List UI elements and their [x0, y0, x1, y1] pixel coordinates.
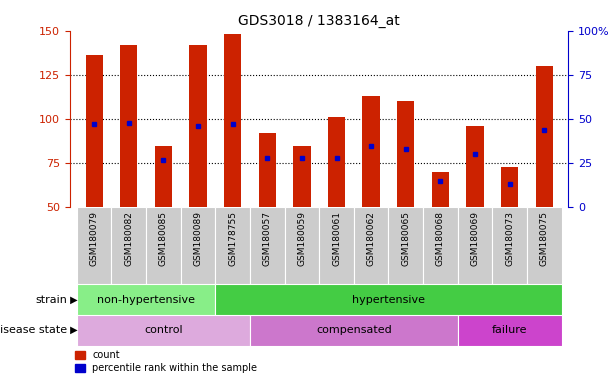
Bar: [155, 146, 172, 207]
Bar: [189, 45, 207, 207]
Bar: [536, 66, 553, 207]
Bar: [215, 284, 562, 315]
Text: strain: strain: [35, 295, 67, 305]
Bar: [458, 207, 492, 284]
Text: GSM180065: GSM180065: [401, 211, 410, 266]
Text: GSM180061: GSM180061: [332, 211, 341, 266]
Bar: [285, 207, 319, 284]
Text: non-hypertensive: non-hypertensive: [97, 295, 195, 305]
Bar: [77, 315, 250, 346]
Bar: [423, 207, 458, 284]
Text: GSM180075: GSM180075: [540, 211, 549, 266]
Bar: [224, 34, 241, 207]
Bar: [181, 207, 215, 284]
Bar: [77, 284, 215, 315]
Text: control: control: [144, 325, 183, 335]
Text: GSM180079: GSM180079: [89, 211, 98, 266]
Bar: [77, 207, 111, 284]
Text: GSM178755: GSM178755: [228, 211, 237, 266]
Bar: [432, 172, 449, 207]
Bar: [397, 101, 415, 207]
Text: compensated: compensated: [316, 325, 392, 335]
Bar: [293, 146, 311, 207]
Title: GDS3018 / 1383164_at: GDS3018 / 1383164_at: [238, 14, 400, 28]
Text: GSM180069: GSM180069: [471, 211, 480, 266]
Bar: [250, 207, 285, 284]
Bar: [146, 207, 181, 284]
Bar: [319, 207, 354, 284]
Text: failure: failure: [492, 325, 527, 335]
Bar: [458, 315, 562, 346]
Text: GSM180073: GSM180073: [505, 211, 514, 266]
Bar: [86, 55, 103, 207]
Text: GSM180068: GSM180068: [436, 211, 445, 266]
Bar: [466, 126, 483, 207]
Text: ▶: ▶: [67, 325, 77, 335]
Bar: [492, 207, 527, 284]
Text: GSM180085: GSM180085: [159, 211, 168, 266]
Bar: [258, 133, 276, 207]
Text: hypertensive: hypertensive: [352, 295, 425, 305]
Bar: [215, 207, 250, 284]
Legend: count, percentile rank within the sample: count, percentile rank within the sample: [75, 351, 257, 373]
Text: disease state: disease state: [0, 325, 67, 335]
Bar: [328, 117, 345, 207]
Bar: [362, 96, 380, 207]
Bar: [527, 207, 562, 284]
Bar: [501, 167, 518, 207]
Text: ▶: ▶: [67, 295, 77, 305]
Text: GSM180057: GSM180057: [263, 211, 272, 266]
Bar: [389, 207, 423, 284]
Bar: [250, 315, 458, 346]
Text: GSM180059: GSM180059: [297, 211, 306, 266]
Text: GSM180082: GSM180082: [124, 211, 133, 266]
Text: GSM180089: GSM180089: [193, 211, 202, 266]
Text: GSM180062: GSM180062: [367, 211, 376, 266]
Bar: [354, 207, 389, 284]
Bar: [120, 45, 137, 207]
Bar: [111, 207, 146, 284]
